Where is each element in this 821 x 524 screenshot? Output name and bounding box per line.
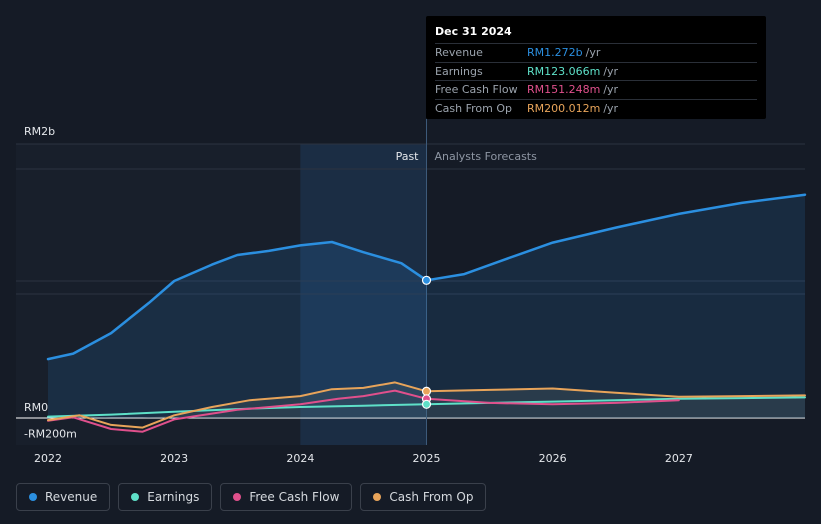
cash-from-op-dot-icon <box>373 493 382 501</box>
marker-revenue <box>421 275 432 285</box>
tooltip-value: RM1.272b <box>527 46 583 60</box>
legend-item-revenue[interactable]: Revenue <box>16 483 111 511</box>
legend-item-cash-from-op[interactable]: Cash From Op <box>360 483 487 511</box>
tooltip-label: Revenue <box>435 46 483 60</box>
y-tick-label: -RM200m <box>24 427 77 440</box>
x-tick-label: 2026 <box>539 452 567 465</box>
legend-item-earnings[interactable]: Earnings <box>118 483 213 511</box>
revenue-dot-icon <box>29 493 37 501</box>
legend-label: Revenue <box>45 490 98 504</box>
tooltip-unit: /yr <box>603 64 619 78</box>
x-tick-label: 2022 <box>34 452 62 465</box>
tooltip-unit: /yr <box>585 46 601 60</box>
marker-earnings <box>421 399 432 409</box>
tooltip: Dec 31 2024 Revenue RM1.272b /yr Earning… <box>426 16 766 119</box>
x-tick-label: 2024 <box>286 452 314 465</box>
x-tick-label: 2023 <box>160 452 188 465</box>
tooltip-date: Dec 31 2024 <box>435 25 512 38</box>
tooltip-row-earnings: Earnings RM123.066m /yr <box>435 61 757 81</box>
tooltip-row-revenue: Revenue RM1.272b /yr <box>435 43 757 62</box>
x-tick-label: 2025 <box>413 452 441 465</box>
legend: Revenue Earnings Free Cash Flow Cash Fro… <box>16 483 487 511</box>
legend-label: Cash From Op <box>389 490 474 504</box>
earnings-dot-icon <box>131 493 140 501</box>
series-line-free-cash-flow <box>47 389 680 433</box>
tooltip-row-cash-from-op: Cash From Op RM200.012m /yr <box>435 98 757 118</box>
y-tick-label: RM0 <box>24 401 48 414</box>
series-line-cash-from-op <box>47 381 806 429</box>
forecast-label: Analysts Forecasts <box>435 150 538 163</box>
y-tick-label: RM2b <box>24 125 55 138</box>
tooltip-row-free-cash-flow: Free Cash Flow RM151.248m /yr <box>435 80 757 99</box>
past-label: Past <box>396 150 420 163</box>
tooltip-unit: /yr <box>603 101 619 115</box>
tooltip-value: RM151.248m <box>527 83 601 97</box>
marker-cash-from-op <box>421 386 432 396</box>
x-tick-label: 2027 <box>665 452 693 465</box>
free-cash-flow-dot-icon <box>233 493 242 501</box>
tooltip-value: RM200.012m <box>527 101 601 115</box>
legend-label: Free Cash Flow <box>249 490 340 504</box>
tooltip-label: Cash From Op <box>435 101 513 115</box>
legend-label: Earnings <box>147 490 200 504</box>
tooltip-value: RM123.066m <box>527 64 601 78</box>
series-line-revenue <box>46 193 807 361</box>
legend-item-free-cash-flow[interactable]: Free Cash Flow <box>220 483 353 511</box>
tooltip-label: Earnings <box>435 64 483 78</box>
tooltip-label: Free Cash Flow <box>435 83 518 97</box>
tooltip-unit: /yr <box>603 83 619 97</box>
revenue-area <box>48 194 805 418</box>
